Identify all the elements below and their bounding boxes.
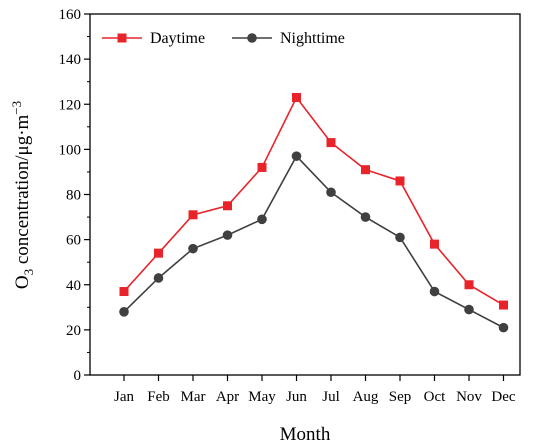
legend-item-nighttime: Nighttime	[232, 30, 345, 47]
data-point	[464, 304, 474, 315]
x-tick-label: Jun	[286, 389, 307, 405]
y-tick-label: 40	[66, 278, 81, 294]
plot-frame	[89, 13, 521, 376]
y-axis-title-unit: concentration/μg·m	[12, 114, 33, 268]
data-point	[395, 176, 405, 186]
x-tick-label: Aug	[353, 389, 379, 405]
data-point	[154, 248, 163, 258]
y-tick-label: 160	[59, 7, 82, 23]
legend-label: Daytime	[150, 30, 205, 47]
y-tick-label: 80	[66, 188, 81, 204]
y-axis-title: O3 concentration/μg·m−3	[9, 101, 36, 289]
x-axis: Jan Feb Mar Apr May Jun Jul Aug Sep Oct Nov Dec	[114, 375, 516, 405]
data-point	[361, 165, 370, 175]
data-point	[292, 92, 301, 102]
legend-marker	[247, 33, 257, 43]
data-point	[464, 280, 474, 290]
x-tick-label: Jul	[322, 389, 340, 405]
data-point	[326, 138, 336, 148]
data-point	[119, 307, 129, 317]
data-point	[188, 210, 198, 220]
data-point	[498, 322, 509, 333]
data-point	[119, 287, 129, 297]
x-axis-title: Month	[280, 424, 331, 445]
data-point	[291, 151, 302, 161]
x-tick-label: Jan	[114, 389, 134, 405]
y-tick-label: 140	[59, 52, 82, 68]
y-tick-label: 20	[66, 323, 81, 339]
x-tick-label: May	[248, 389, 276, 405]
data-point	[429, 286, 440, 297]
data-point	[395, 232, 405, 243]
y-axis-title-superscript: −3	[9, 101, 24, 115]
legend-label: Nighttime	[280, 30, 345, 47]
series-daytime	[119, 92, 508, 310]
legend: Daytime Nighttime	[102, 30, 345, 47]
data-point	[257, 162, 267, 172]
y-axis-title-subscript: 3	[21, 269, 36, 276]
x-tick-label: Nov	[456, 389, 482, 405]
data-point	[430, 239, 439, 249]
y-axis-title-main: O	[12, 275, 33, 289]
legend-marker	[117, 33, 127, 43]
data-point	[188, 243, 198, 254]
data-point	[360, 212, 371, 222]
x-tick-label: Oct	[424, 389, 446, 405]
data-point	[326, 187, 336, 198]
data-point	[257, 214, 267, 225]
x-tick-label: Apr	[216, 389, 239, 405]
y-tick-label: 120	[59, 97, 82, 113]
x-tick-label: Sep	[389, 389, 412, 405]
data-point	[223, 201, 232, 211]
y-axis: 0 20 40 60 80 100 120 140 160	[59, 7, 90, 384]
series-nighttime	[119, 151, 509, 333]
y-tick-label: 60	[66, 233, 81, 249]
x-tick-label: Dec	[491, 389, 515, 405]
y-tick-label: 0	[74, 368, 82, 384]
x-tick-label: Mar	[181, 389, 206, 405]
legend-item-daytime: Daytime	[102, 30, 205, 47]
x-tick-label: Feb	[147, 389, 170, 405]
data-point	[499, 300, 508, 310]
plot-area	[119, 92, 509, 333]
series-line	[123, 95, 504, 306]
series-line	[123, 154, 504, 329]
y-tick-label: 100	[59, 142, 82, 158]
data-point	[153, 273, 164, 283]
data-point	[222, 230, 233, 240]
